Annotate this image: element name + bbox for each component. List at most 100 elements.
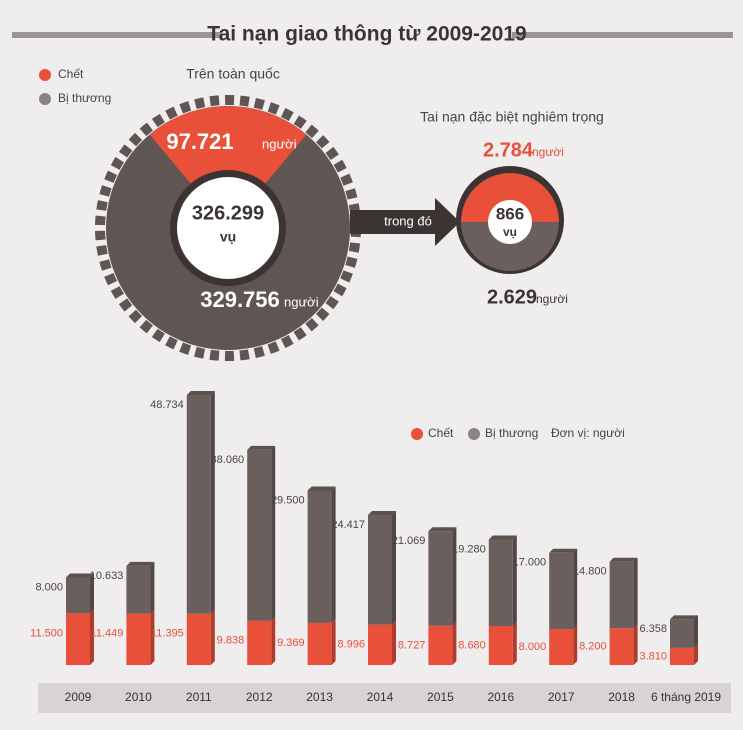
value-label: 6.358: [639, 623, 667, 635]
bar-segment: [126, 613, 151, 665]
legend-dot: [411, 428, 423, 440]
bar-side: [633, 557, 638, 629]
unit: người: [262, 136, 297, 151]
bar-cap: [428, 527, 457, 532]
bar-side: [392, 510, 396, 625]
bar-side: [573, 625, 578, 665]
bar-segment: [488, 539, 513, 627]
bar-segment: [488, 626, 513, 665]
unit: người: [532, 145, 564, 159]
value-label: 48.734: [150, 399, 184, 411]
bar-segment: [186, 395, 211, 614]
legend-dot: [39, 93, 51, 105]
bar-segment: [307, 622, 332, 665]
unit-note: Đơn vị: người: [551, 426, 625, 440]
hub: [177, 177, 279, 279]
bar-segment: [609, 561, 634, 629]
value-label: 9.369: [277, 637, 305, 649]
wheel-deaths-sector: [149, 106, 307, 228]
serious-injured: 2.629: [487, 286, 537, 308]
bar-side: [331, 618, 336, 665]
small-wheel-injured: [461, 222, 559, 271]
value-label: 21.069: [392, 535, 426, 547]
bar-side: [150, 609, 155, 665]
bar-cap: [66, 573, 94, 578]
bar-cap: [609, 557, 638, 562]
title: Tai nạn giao thông từ 2009-2019: [207, 23, 526, 46]
bar-cap: [549, 548, 578, 553]
bar-cap: [670, 615, 698, 620]
legend-label: Chết: [428, 426, 454, 440]
x-tick-label: 2012: [246, 690, 273, 704]
bar-side: [392, 620, 396, 665]
bar-side: [512, 622, 517, 665]
legend-label: Bị thương: [58, 91, 111, 105]
bar-segment: [549, 629, 574, 665]
bar-side: [150, 561, 155, 614]
bar-side: [694, 615, 698, 648]
bar-side: [90, 609, 94, 665]
value-label: 11.500: [30, 627, 63, 639]
arrow-label: trong đó: [384, 213, 432, 228]
bar-side: [633, 624, 638, 665]
bar-cap: [126, 561, 155, 566]
serious-label: Tai nạn đặc biệt nghiêm trọng: [420, 109, 604, 125]
arrow: [350, 198, 460, 246]
bar-segment: [549, 552, 574, 630]
x-tick-label: 2009: [65, 690, 92, 704]
bar-segment: [428, 531, 453, 626]
x-tick-label: 2016: [487, 690, 514, 704]
legend-label: Chết: [58, 67, 84, 81]
legend-label: Bị thương: [485, 426, 538, 440]
bar-segment: [247, 620, 272, 665]
cases-total: 326.299: [192, 202, 264, 224]
value-label: 24.417: [331, 519, 365, 531]
value-label: 8.996: [337, 639, 365, 651]
bar-cap: [488, 535, 517, 540]
value-label: 11.395: [151, 628, 184, 640]
value-label: 8.000: [35, 581, 63, 593]
bar-side: [573, 548, 578, 630]
bar-side: [452, 527, 457, 626]
bar-side: [210, 609, 215, 665]
value-label: 10.633: [90, 570, 124, 582]
bar-cap: [247, 445, 276, 450]
bar-cap: [307, 486, 336, 491]
bar-side: [331, 486, 336, 623]
value-label: 3.810: [639, 650, 667, 662]
bar-segment: [670, 647, 694, 665]
value-label: 8.680: [458, 639, 486, 651]
small-hub: [488, 200, 532, 244]
value-label: 8.000: [519, 641, 547, 653]
bar-segment: [66, 577, 90, 614]
bar-segment: [428, 625, 453, 665]
bar-segment: [609, 628, 634, 665]
x-tick-label: 2015: [427, 690, 454, 704]
value-label: 8.200: [579, 640, 607, 652]
bar-side: [694, 643, 698, 665]
bar-side: [271, 445, 276, 621]
bar-segment: [247, 449, 272, 621]
bar-side: [90, 573, 94, 614]
value-label: 14.800: [573, 566, 607, 578]
serious-cases: 866: [496, 204, 524, 223]
bar-segment: [126, 565, 151, 614]
bar-segment: [670, 619, 694, 648]
injured-total: 329.756: [200, 287, 280, 312]
legend-dot: [468, 428, 480, 440]
value-label: 19.280: [452, 543, 486, 555]
serious-deaths: 2.784: [483, 139, 534, 161]
x-tick-label: 2013: [306, 690, 333, 704]
value-label: 9.838: [217, 635, 245, 647]
small-wheel-deaths: [461, 173, 559, 222]
bar-side: [271, 616, 276, 665]
bar-segment: [368, 624, 392, 665]
category-strip: [38, 683, 731, 713]
unit: người: [536, 292, 568, 306]
x-tick-label: 2011: [186, 690, 212, 704]
bar-side: [210, 391, 215, 614]
x-tick-label: 6 tháng 2019: [651, 690, 721, 704]
deaths-total: 97.721: [166, 129, 233, 154]
